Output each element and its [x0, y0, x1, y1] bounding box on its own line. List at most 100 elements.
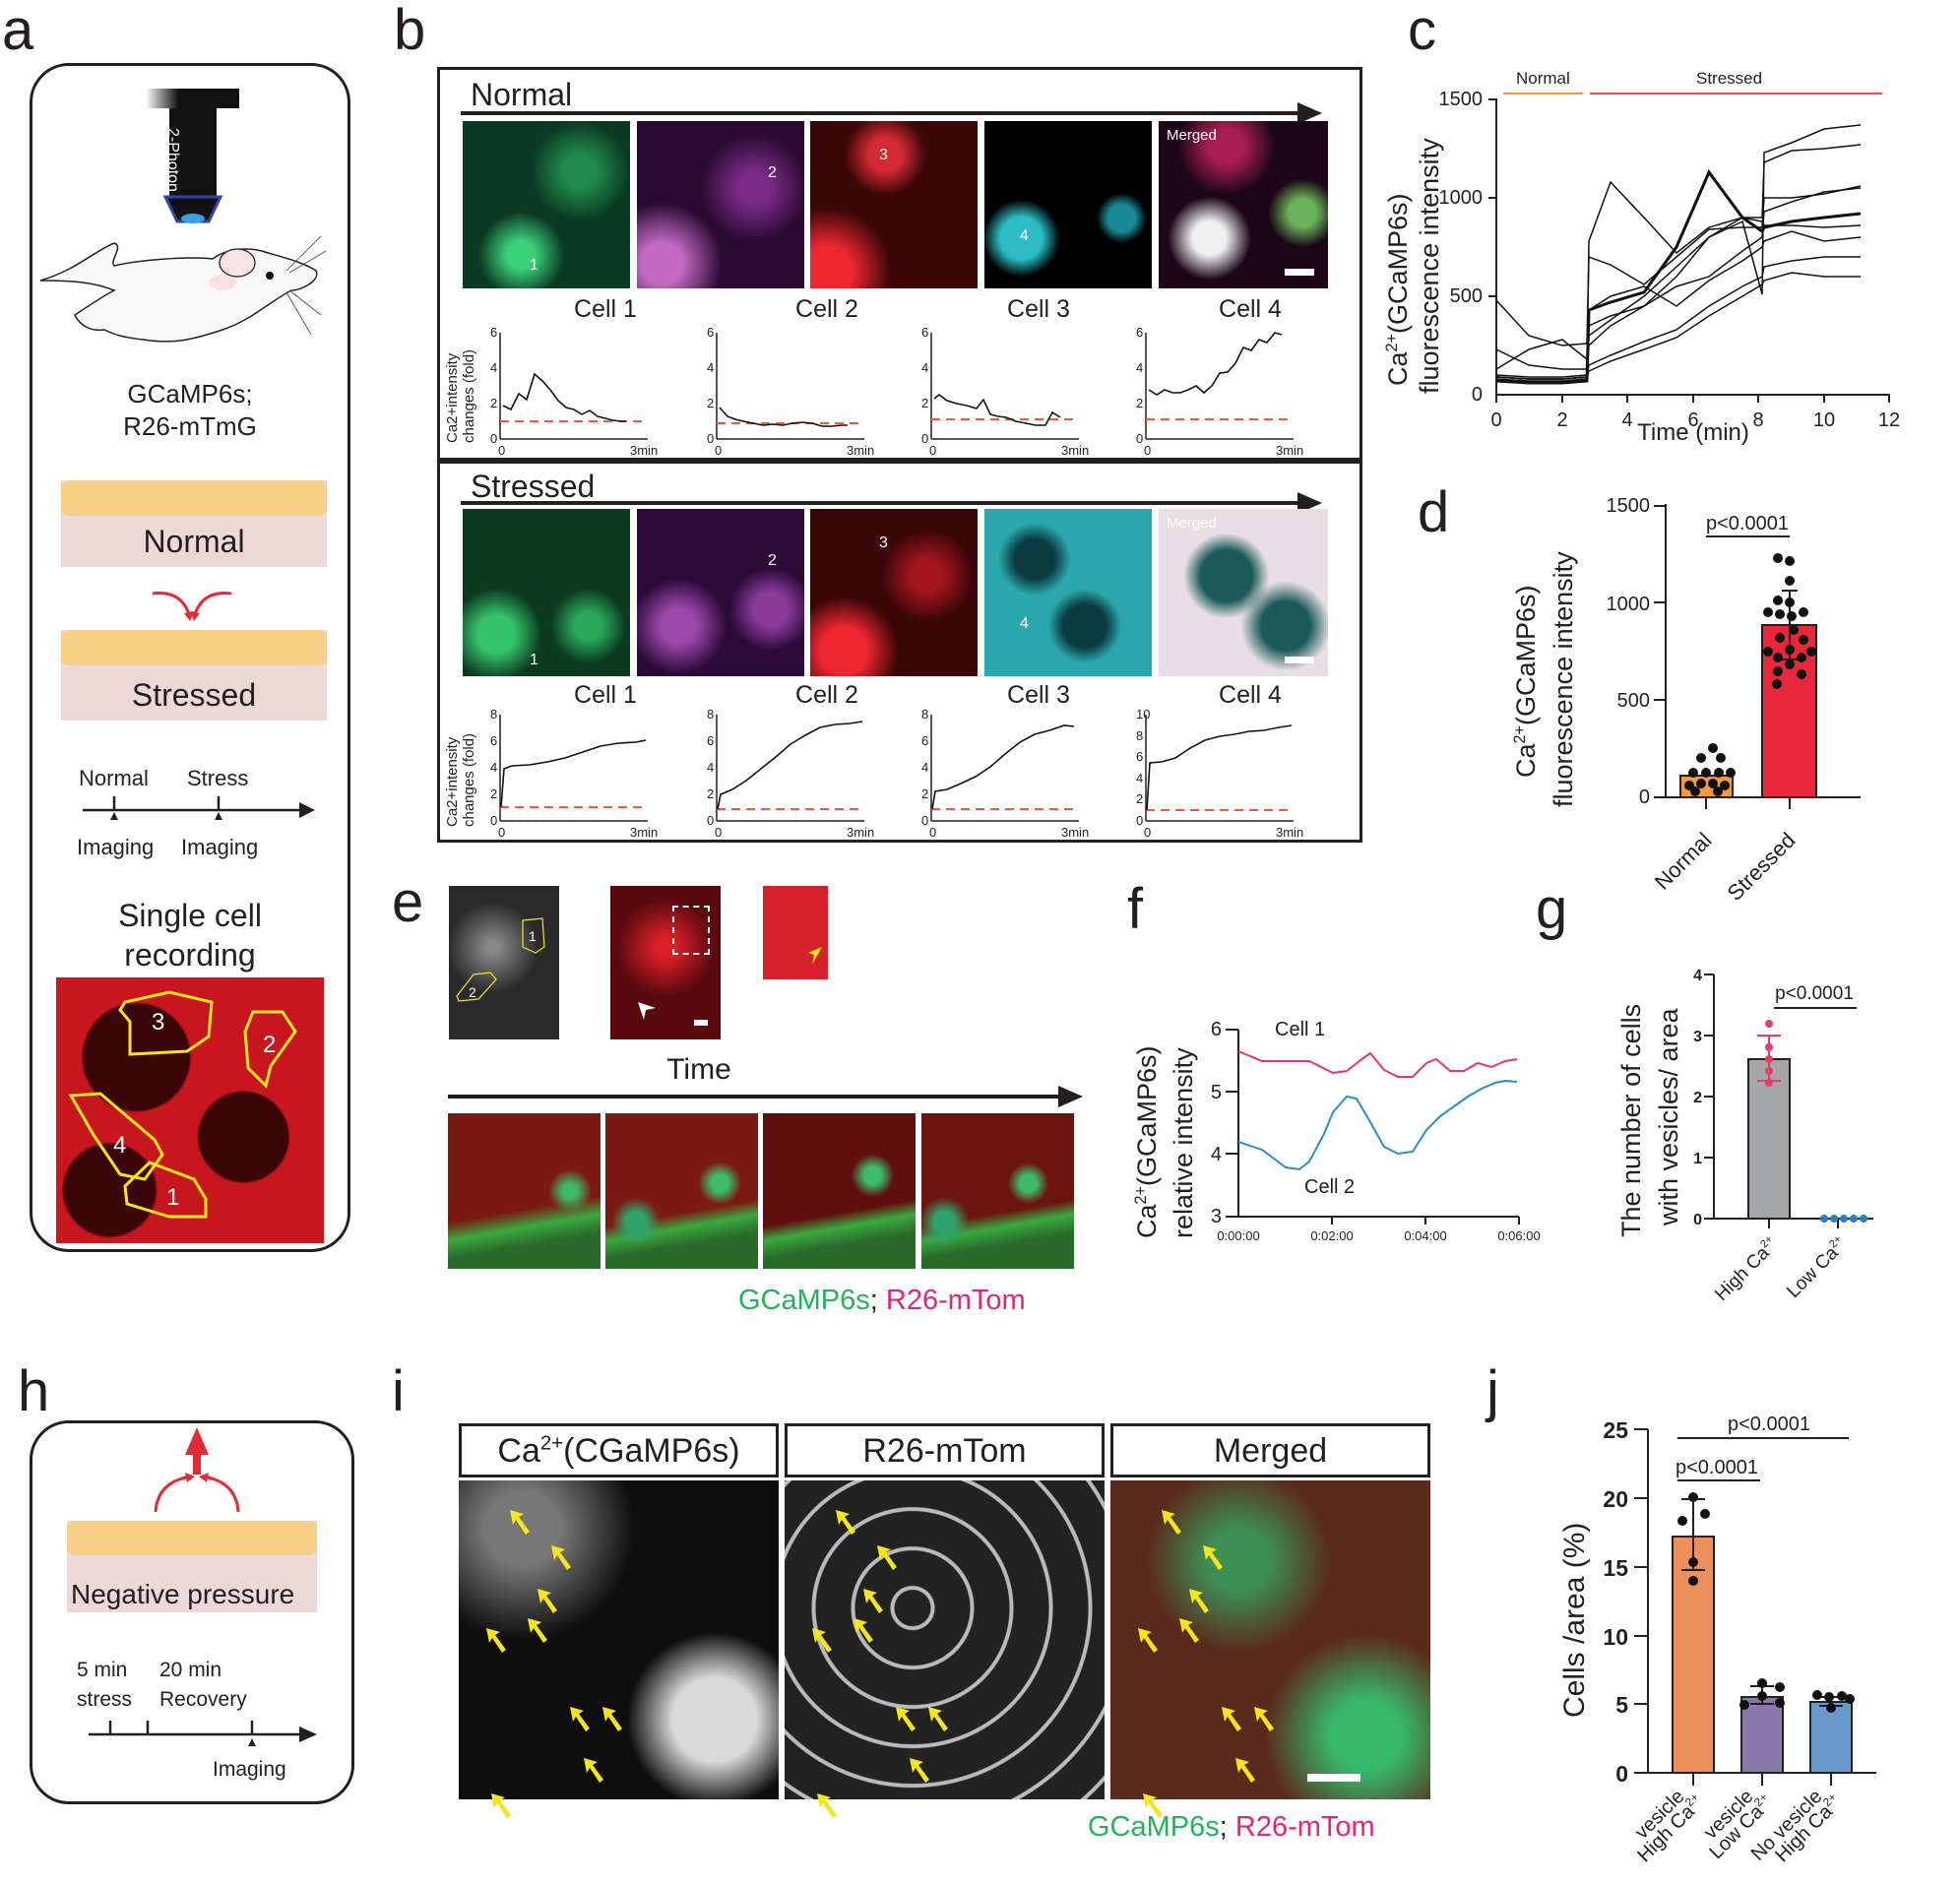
chart-f-ylabel-2: relative intensity [1169, 1047, 1198, 1238]
microscope-icon [146, 89, 239, 223]
svg-text:6: 6 [707, 325, 714, 340]
svg-text:8: 8 [921, 707, 928, 722]
single-cell-micrograph: 3 2 4 1 [56, 977, 324, 1243]
svg-text:6: 6 [1136, 749, 1143, 764]
cell-number: 4 [1020, 615, 1029, 632]
panel-b-stressed-box [437, 461, 1362, 843]
normal-merged-image: Merged [1159, 121, 1328, 288]
i-merged-image [1110, 1480, 1430, 1799]
svg-text:3min: 3min [847, 443, 874, 458]
svg-text:15: 15 [1603, 1555, 1628, 1581]
yellow-arrowhead-icon [808, 947, 822, 965]
svg-text:10: 10 [1603, 1624, 1628, 1650]
tissue-normal-illustration [61, 480, 327, 567]
svg-text:3: 3 [1693, 1029, 1702, 1045]
i-header-mtom: R26-mTom [785, 1423, 1105, 1477]
stressed-cell2-title: Cell 2 [795, 681, 858, 709]
i-header-ca: Ca2+(CGaMP6s) [459, 1423, 779, 1477]
h-t1-line2: stress [77, 1688, 133, 1711]
panel-label-g: g [1536, 877, 1568, 941]
i-channel-legend: GCaMP6s; R26-mTom [1088, 1811, 1375, 1844]
svg-text:8: 8 [707, 707, 714, 722]
panel-label-c: c [1408, 0, 1436, 62]
cell-number: 4 [1020, 227, 1029, 244]
two-photon-label: 2-Photon [164, 128, 181, 192]
svg-text:4: 4 [921, 360, 928, 375]
scale-bar [1285, 657, 1314, 663]
timeline-imaging-2: Imaging [181, 835, 259, 859]
cell-number: 2 [768, 552, 777, 569]
h-t1-line1: 5 min [77, 1659, 128, 1681]
svg-text:0: 0 [1615, 1761, 1628, 1787]
cell-number: 1 [530, 257, 538, 274]
normal-channel-cyan: 4 [984, 121, 1152, 288]
panel-b-normal-box [437, 67, 1362, 461]
svg-text:0: 0 [490, 431, 497, 446]
svg-text:Normal: Normal [1516, 69, 1570, 88]
svg-text:6: 6 [1211, 1019, 1222, 1040]
scale-bar [1285, 269, 1314, 276]
svg-text:Low Ca2+: Low Ca2+ [1783, 1233, 1852, 1302]
cell-number: 3 [879, 534, 888, 551]
svg-text:p<0.0001: p<0.0001 [1728, 1414, 1810, 1435]
timeline-normal-label: Normal [79, 766, 149, 790]
stressed-channel-cyan: 4 [984, 509, 1152, 676]
stressed-channel-green: 1 [463, 509, 630, 676]
panel-label-h: h [18, 1359, 50, 1423]
stressed-channel-magenta: 2 [637, 509, 804, 676]
svg-text:5: 5 [1211, 1082, 1222, 1103]
svg-text:0: 0 [929, 825, 936, 840]
svg-text:6: 6 [707, 733, 714, 748]
svg-text:Cell 1: Cell 1 [1275, 1019, 1325, 1040]
arrow-set-merged [1138, 1510, 1274, 1818]
normal-channel-magenta: 2 [637, 121, 804, 288]
chart-c-ylabel-2: fluorescence intensity [1415, 138, 1444, 394]
chart-f-line: 6 5 4 3 0:00:00 0:02:00 0:04:00 0:06:00 Cell 1… [1211, 1019, 1541, 1243]
svg-text:Cell 2: Cell 2 [1304, 1176, 1355, 1198]
roi-label-3: 3 [152, 1009, 165, 1036]
legend-gcamp6s: GCaMP6s [738, 1285, 870, 1316]
svg-text:0: 0 [498, 825, 505, 840]
svg-text:2: 2 [490, 396, 497, 410]
stressed-ylabel-line1: Ca2+intensity [444, 736, 461, 827]
svg-text:Normal: Normal [1650, 828, 1717, 895]
svg-text:p<0.0001: p<0.0001 [1706, 513, 1789, 534]
svg-text:3: 3 [1211, 1206, 1222, 1227]
svg-text:0: 0 [707, 813, 714, 828]
normal-channel-green: 1 [463, 121, 630, 288]
svg-text:p<0.0001: p<0.0001 [1675, 1457, 1758, 1478]
chart-d-ylabel-1: Ca2+(GCaMP6s) [1511, 585, 1541, 779]
svg-text:0: 0 [1693, 1212, 1702, 1228]
recording-title-line2: recording [124, 937, 256, 973]
legend-separator: ; [1219, 1811, 1228, 1843]
svg-text:6: 6 [921, 733, 928, 748]
stressed-title: Stressed [471, 469, 596, 504]
svg-text:0: 0 [1136, 431, 1143, 446]
chart-c-line: Normal Stressed 1500 1000 500 0 0 2 4 6 8 10 12 T… [1439, 69, 1901, 446]
svg-text:500: 500 [1450, 285, 1483, 307]
svg-text:500: 500 [1617, 690, 1650, 712]
chart-c-ylabel-1: Ca2+(GCaMP6s) [1383, 193, 1413, 387]
svg-text:3min: 3min [1061, 825, 1089, 840]
h-imaging-label: Imaging [213, 1758, 286, 1781]
scale-bar [694, 1020, 708, 1026]
svg-text:8: 8 [490, 707, 497, 722]
timeline-arrow [83, 796, 315, 820]
svg-text:0: 0 [1472, 384, 1483, 406]
e-red-membrane [610, 886, 721, 1039]
svg-text:4: 4 [1136, 360, 1143, 375]
svg-text:6: 6 [490, 325, 497, 340]
svg-text:0: 0 [1136, 813, 1143, 828]
svg-text:1500: 1500 [1607, 495, 1651, 517]
i-header-merged: Merged [1110, 1423, 1430, 1477]
svg-text:0:00:00: 0:00:00 [1217, 1228, 1259, 1243]
timelapse-frame-2 [605, 1113, 758, 1269]
inset-connector-lines [722, 885, 763, 905]
svg-text:4: 4 [707, 760, 714, 775]
svg-text:4: 4 [707, 360, 714, 375]
svg-text:Stressed: Stressed [1696, 69, 1762, 88]
svg-text:Time (min): Time (min) [1637, 419, 1749, 446]
timelapse-frame-1 [448, 1113, 601, 1269]
tissue-stressed-label: Stressed [131, 677, 257, 713]
stressed-cell3-title: Cell 3 [1007, 681, 1070, 709]
